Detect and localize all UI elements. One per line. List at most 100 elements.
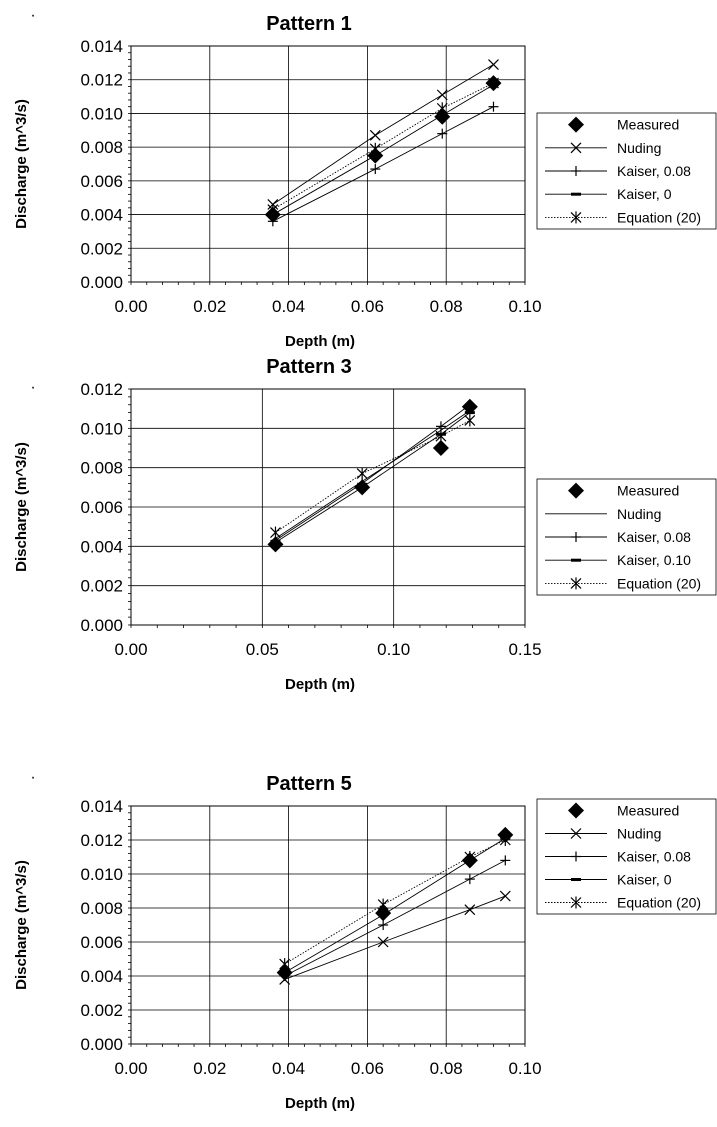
x-tick-label: 0.00	[114, 297, 147, 316]
y-tick-label: 0.008	[80, 138, 123, 157]
y-axis-label: Discharge (m^3/s)	[13, 99, 30, 229]
y-tick-label: 0.004	[80, 967, 123, 986]
data-point	[378, 920, 389, 930]
x-tick-label: 0.00	[114, 1059, 147, 1078]
x-axis-label: Depth (m)	[285, 1095, 355, 1112]
series-line-1	[284, 895, 506, 980]
data-point	[436, 102, 448, 115]
series-line-2	[284, 860, 506, 977]
legend-label: Kaiser, 0.08	[617, 163, 691, 179]
series-line-3	[272, 84, 494, 215]
data-point	[464, 874, 475, 885]
legend-marker	[568, 116, 584, 133]
legend-label: Measured	[617, 483, 679, 499]
chart-title: Pattern 3	[266, 356, 352, 378]
y-tick-label: 0.002	[80, 1001, 123, 1020]
chart-title: Pattern 5	[266, 773, 352, 795]
bullet-mark: ·	[30, 379, 35, 396]
data-point	[464, 904, 476, 916]
y-tick-label: 0.010	[80, 865, 123, 884]
legend-label: Measured	[617, 117, 679, 133]
legend-label: Equation (20)	[617, 575, 701, 591]
chart-3: · Pattern 5 0.00 0.02 0.04 0.06 0.08 0.10 0.000 0…	[13, 769, 717, 1112]
data-point	[370, 164, 381, 175]
series-line-2	[272, 106, 494, 222]
data-point	[437, 128, 448, 139]
legend-label: Equation (20)	[617, 895, 701, 911]
legend-label: Equation (20)	[617, 209, 701, 225]
data-point	[488, 77, 499, 90]
legend-marker	[571, 532, 581, 542]
data-point	[464, 851, 476, 863]
data-point	[488, 101, 499, 112]
series-line-4	[284, 839, 506, 965]
plot-area	[130, 45, 526, 283]
series-line-1	[275, 410, 471, 539]
x-tick-label: 0.04	[272, 1059, 305, 1078]
x-tick-label: 0.08	[430, 1059, 463, 1078]
y-tick-label: 0.014	[80, 797, 123, 816]
legend-label: Kaiser, 0	[617, 872, 672, 888]
y-axis-label: Discharge (m^3/s)	[13, 442, 30, 572]
legend-label: Kaiser, 0	[617, 186, 672, 202]
legend-marker	[570, 896, 582, 909]
series-line-3	[275, 412, 471, 543]
data-point	[267, 203, 279, 216]
plot-area	[130, 805, 526, 1045]
data-point	[464, 414, 476, 427]
data-point	[270, 526, 281, 539]
x-tick-label: 0.06	[351, 297, 384, 316]
legend-marker	[571, 851, 581, 862]
data-point	[500, 855, 511, 866]
x-axis-label: Depth (m)	[285, 333, 355, 350]
x-tick-label: 0.04	[272, 297, 305, 316]
y-tick-label: 0.002	[80, 577, 123, 596]
legend-label: Measured	[617, 803, 679, 819]
data-point	[488, 59, 499, 70]
legend-label: Kaiser, 0.08	[617, 849, 691, 865]
x-tick-label: 0.10	[508, 1059, 541, 1078]
legend-label: Nuding	[617, 140, 661, 156]
data-point	[435, 430, 447, 443]
legend-label: Nuding	[617, 506, 661, 522]
data-point	[499, 890, 511, 902]
data-point	[377, 936, 389, 948]
y-tick-label: 0.010	[80, 104, 123, 123]
series-line-4	[275, 420, 471, 533]
legend-label: Kaiser, 0.10	[617, 552, 691, 568]
data-point	[499, 834, 511, 846]
data-point	[377, 898, 389, 911]
y-tick-label: 0.008	[80, 899, 123, 918]
x-axis-label: Depth (m)	[285, 676, 355, 693]
data-point	[356, 467, 368, 480]
bullet-mark: ·	[30, 769, 35, 786]
y-tick-label: 0.014	[80, 37, 123, 56]
data-point	[436, 89, 448, 101]
legend-label: Kaiser, 0.08	[617, 529, 691, 545]
x-tick-label: 0.10	[377, 640, 410, 659]
series-line-1	[272, 64, 494, 205]
legend-marker	[570, 142, 582, 154]
y-tick-label: 0.004	[80, 537, 123, 556]
legend-marker	[571, 166, 581, 176]
data-point	[435, 421, 446, 432]
legend-marker	[568, 482, 584, 499]
y-tick-label: 0.008	[80, 459, 123, 478]
legend-marker	[568, 802, 584, 819]
x-tick-label: 0.00	[114, 640, 147, 659]
y-tick-label: 0.000	[80, 273, 123, 292]
x-tick-label: 0.02	[193, 1059, 226, 1078]
bullet-mark: ·	[30, 7, 35, 24]
y-tick-label: 0.006	[80, 172, 123, 191]
y-tick-label: 0.000	[80, 1035, 123, 1054]
y-tick-label: 0.012	[80, 831, 123, 850]
series-line-4	[272, 82, 494, 210]
data-point	[267, 216, 278, 227]
y-tick-label: 0.000	[80, 616, 123, 635]
y-tick-label: 0.012	[80, 380, 123, 399]
legend-label: Nuding	[617, 826, 661, 842]
data-point	[432, 440, 449, 456]
y-tick-label: 0.006	[80, 498, 123, 517]
data-point	[279, 958, 291, 971]
